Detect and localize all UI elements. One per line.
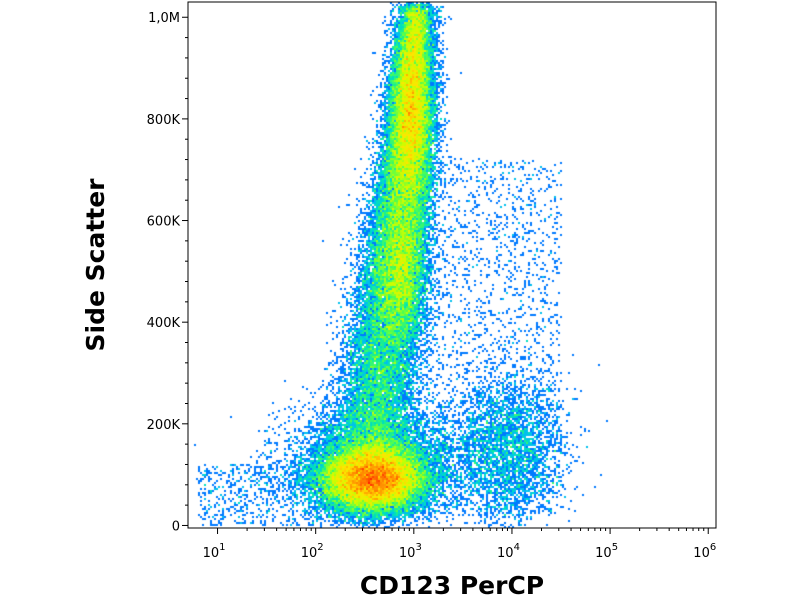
x-tick-exponent: 1 [219,542,225,553]
y-axis-title: Side Scatter [81,178,110,352]
y-tick-label: 0 [172,519,180,534]
x-tick-base: 10 [595,546,612,561]
x-axis: 101 102 103 104 105 106 [203,528,716,561]
x-tick-base: 10 [693,546,710,561]
x-tick-base: 10 [399,546,416,561]
x-tick-base: 10 [301,546,318,561]
x-tick-exponent: 6 [710,542,716,553]
x-tick-exponent: 4 [514,542,520,553]
y-tick-label: 1,0M [148,11,180,26]
x-tick-base: 10 [497,546,514,561]
y-tick-label: 400K [147,316,181,331]
x-tick-base: 10 [203,546,220,561]
x-tick-label: 106 [693,542,716,561]
x-tick-label: 103 [399,542,422,561]
x-tick-exponent: 5 [612,542,618,553]
x-tick-label: 105 [595,542,618,561]
y-tick-label: 600K [147,215,181,230]
y-tick-label: 800K [147,113,181,128]
x-tick-label: 104 [497,542,520,561]
y-axis: 0 200K 400K 600K 800K 1,0M [147,11,188,534]
plot-frame [187,1,717,529]
x-tick-label: 102 [301,542,324,561]
x-tick-exponent: 3 [415,542,421,553]
x-axis-title: CD123 PerCP [360,571,544,600]
x-tick-label: 101 [203,542,226,561]
x-tick-exponent: 2 [317,542,323,553]
y-tick-label: 200K [147,418,181,433]
